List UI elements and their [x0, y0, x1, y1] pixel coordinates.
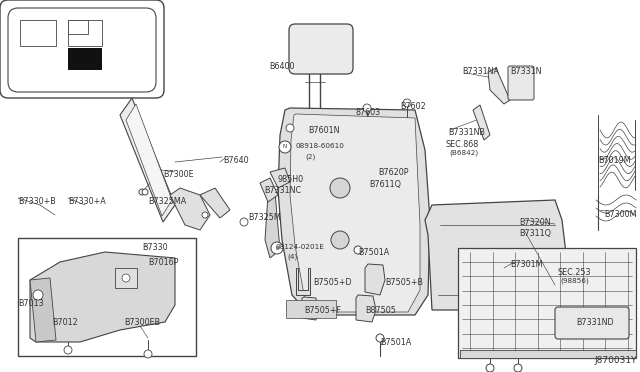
Bar — [68, 20, 102, 46]
Bar — [458, 248, 636, 358]
Text: B7300M: B7300M — [604, 210, 637, 219]
Text: SEC.868: SEC.868 — [446, 140, 479, 149]
Text: B7601N: B7601N — [308, 126, 339, 135]
Text: B7325M: B7325M — [248, 213, 281, 222]
Text: SEC.253: SEC.253 — [558, 268, 591, 277]
FancyBboxPatch shape — [0, 0, 164, 98]
Polygon shape — [290, 114, 420, 312]
FancyBboxPatch shape — [289, 24, 353, 74]
Text: B7620P: B7620P — [378, 168, 408, 177]
Text: B7330: B7330 — [142, 243, 168, 252]
Polygon shape — [278, 108, 430, 315]
Text: B7311Q: B7311Q — [519, 229, 551, 238]
Polygon shape — [425, 200, 568, 310]
Circle shape — [139, 189, 145, 195]
Text: B7640: B7640 — [223, 156, 248, 165]
Text: B7013: B7013 — [18, 299, 44, 308]
Polygon shape — [356, 295, 376, 322]
Polygon shape — [200, 188, 230, 218]
Circle shape — [279, 141, 291, 153]
FancyBboxPatch shape — [8, 8, 156, 92]
Text: J870031Y: J870031Y — [594, 356, 637, 365]
Text: B7019M: B7019M — [598, 156, 630, 165]
Text: B: B — [275, 246, 279, 250]
Circle shape — [64, 346, 72, 354]
Circle shape — [354, 246, 362, 254]
Text: B7016P: B7016P — [148, 258, 179, 267]
Polygon shape — [270, 168, 290, 188]
Text: 985H0: 985H0 — [278, 175, 304, 184]
Polygon shape — [30, 252, 175, 342]
Circle shape — [202, 212, 208, 218]
Text: B7505+D: B7505+D — [313, 278, 351, 287]
FancyBboxPatch shape — [555, 307, 629, 339]
Polygon shape — [365, 264, 385, 295]
Circle shape — [514, 364, 522, 372]
Bar — [20, 20, 56, 46]
Text: B7331NB: B7331NB — [448, 128, 485, 137]
Polygon shape — [302, 297, 318, 320]
Circle shape — [330, 178, 350, 198]
Text: N: N — [283, 144, 287, 150]
Text: (98856): (98856) — [560, 278, 589, 285]
Circle shape — [144, 350, 152, 358]
Text: (4): (4) — [287, 254, 297, 260]
Text: B7300E: B7300E — [163, 170, 194, 179]
Text: 08124-0201E: 08124-0201E — [276, 244, 325, 250]
Bar — [460, 350, 636, 358]
Polygon shape — [126, 104, 172, 216]
Text: B87505: B87505 — [365, 306, 396, 315]
Text: B7325MA: B7325MA — [148, 197, 186, 206]
Circle shape — [271, 242, 283, 254]
Circle shape — [331, 231, 349, 249]
Text: B7320N: B7320N — [519, 218, 550, 227]
Text: B7331NC: B7331NC — [264, 186, 301, 195]
Bar — [68, 48, 102, 70]
Polygon shape — [260, 178, 278, 202]
Text: 87603: 87603 — [356, 108, 381, 117]
Circle shape — [376, 334, 384, 342]
Text: B7331N: B7331N — [510, 67, 541, 76]
Text: B7501A: B7501A — [358, 248, 389, 257]
Bar — [68, 20, 88, 34]
Text: B7602: B7602 — [400, 102, 426, 111]
Polygon shape — [120, 98, 175, 222]
Bar — [18, 238, 196, 356]
Circle shape — [142, 189, 148, 195]
Circle shape — [486, 364, 494, 372]
Polygon shape — [170, 188, 210, 230]
Text: B7300EB: B7300EB — [124, 318, 160, 327]
Text: (B6842): (B6842) — [449, 150, 478, 157]
Circle shape — [240, 218, 248, 226]
Text: B7331ND: B7331ND — [576, 318, 614, 327]
Circle shape — [363, 104, 371, 112]
Text: B7331NA: B7331NA — [462, 67, 499, 76]
Bar — [115, 268, 137, 288]
Text: B7012: B7012 — [52, 318, 77, 327]
Polygon shape — [488, 68, 510, 104]
Text: B6400: B6400 — [269, 62, 295, 71]
Text: B7505+B: B7505+B — [385, 278, 423, 287]
Text: B7501A: B7501A — [380, 338, 412, 347]
Bar — [286, 300, 336, 318]
Polygon shape — [296, 268, 310, 295]
Circle shape — [33, 290, 43, 300]
Text: B7330+B: B7330+B — [18, 197, 56, 206]
Text: B7505+F: B7505+F — [304, 306, 341, 315]
Text: B7330+A: B7330+A — [68, 197, 106, 206]
Circle shape — [286, 124, 294, 132]
Polygon shape — [473, 105, 490, 140]
Text: B7611Q: B7611Q — [369, 180, 401, 189]
Text: 08918-60610: 08918-60610 — [296, 143, 345, 149]
Text: (2): (2) — [305, 153, 316, 160]
Text: B7301M: B7301M — [510, 260, 543, 269]
Circle shape — [403, 99, 411, 107]
FancyBboxPatch shape — [508, 66, 534, 100]
Circle shape — [122, 274, 130, 282]
Polygon shape — [30, 278, 56, 342]
Polygon shape — [265, 192, 280, 258]
